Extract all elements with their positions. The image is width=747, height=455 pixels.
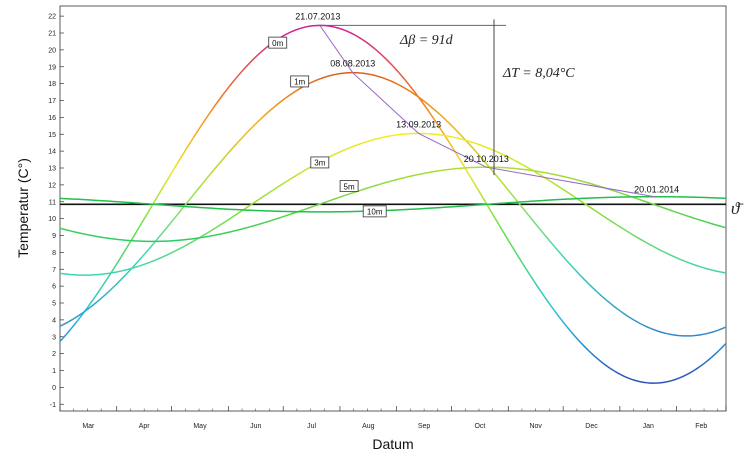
x-tick-label: Nov xyxy=(529,423,542,430)
depth-label-box xyxy=(290,75,310,88)
y-tick-label: 10 xyxy=(48,216,56,223)
peak-date-label: 21.07.2013 xyxy=(295,11,340,21)
delta-beta-label: Δβ = 91d xyxy=(399,33,454,48)
y-tick-label: 13 xyxy=(48,166,56,173)
y-tick-label: 5 xyxy=(52,301,56,308)
y-tick-label: 11 xyxy=(49,199,56,206)
peak-phase-trace xyxy=(319,25,655,198)
depth-label-5m: 5m xyxy=(344,182,355,191)
series-line-10m xyxy=(59,195,727,213)
peak-date-label: 08.08.2013 xyxy=(330,59,375,69)
y-tick-label: 16 xyxy=(48,115,56,122)
series-group xyxy=(59,24,727,384)
y-tick-label: 18 xyxy=(48,81,56,88)
delta-t-label: ΔT = 8,04°C xyxy=(502,66,575,81)
x-tick-label: Jun xyxy=(250,423,261,430)
series-line-5m xyxy=(59,166,727,243)
mean-symbol-label: ϑ̄ xyxy=(731,199,744,218)
depth-label-box xyxy=(362,205,387,218)
y-tick-label: 19 xyxy=(48,64,56,71)
x-tick-label: Jul xyxy=(307,423,316,430)
y-tick-label: 17 xyxy=(48,98,56,105)
x-tick-label: Aug xyxy=(362,423,375,430)
y-tick-label: 7 xyxy=(52,267,56,274)
peak-date-label: 20.01.2014 xyxy=(634,185,679,195)
y-tick-label: 21 xyxy=(48,31,56,38)
y-tick-label: 12 xyxy=(48,182,56,189)
y-tick-label: 1 xyxy=(52,368,56,375)
y-tick-label: -1 xyxy=(50,402,56,409)
peak-date-label: 13.09.2013 xyxy=(396,119,441,129)
y-tick-label: 9 xyxy=(52,233,56,240)
depth-label-box xyxy=(310,156,330,169)
y-tick-label: 8 xyxy=(52,250,56,257)
y-tick-label: 3 xyxy=(52,334,56,341)
y-tick-label: 20 xyxy=(48,47,56,54)
series-line-0m xyxy=(59,24,727,384)
depth-label-box xyxy=(339,180,359,192)
y-tick-label: 22 xyxy=(48,14,56,21)
x-tick-label: Oct xyxy=(474,423,485,430)
x-tick-label: May xyxy=(193,423,207,430)
depth-label-1m: 1m xyxy=(294,78,305,87)
y-tick-label: 6 xyxy=(52,284,56,291)
depth-labels: 0m 1m 3m 5m 10m xyxy=(268,36,387,218)
series-line-1m xyxy=(59,71,727,337)
x-tick-label: Jan xyxy=(643,423,654,430)
depth-label-3m: 3m xyxy=(314,159,325,168)
plot-area xyxy=(59,5,727,412)
y-tick-label: 2 xyxy=(52,351,56,358)
y-tick-label: 0 xyxy=(52,385,56,392)
x-axis-title: Datum xyxy=(372,436,413,452)
x-tick-label: Feb xyxy=(695,423,707,430)
x-tick-label: Mar xyxy=(82,423,95,430)
depth-label-10m: 10m xyxy=(367,208,383,217)
y-tick-label: 14 xyxy=(48,149,56,156)
x-tick-label: Dec xyxy=(585,423,598,430)
peak-date-label: 20.10.2013 xyxy=(464,154,509,164)
y-tick-label: 15 xyxy=(48,132,56,139)
x-tick-label: Sep xyxy=(418,423,431,430)
peak-date-labels: 21.07.2013 08.08.2013 13.09.2013 20.10.2013… xyxy=(295,11,679,194)
y-tick-label: 4 xyxy=(52,317,56,324)
series-line-3m xyxy=(59,132,727,276)
y-axis-title: Temperatur (C°) xyxy=(15,158,31,258)
x-axis-ticks: Mar Apr May Jun Jul Aug Sep Oct Nov Dec Jan Feb xyxy=(59,406,727,430)
depth-label-0m: 0m xyxy=(272,39,283,48)
x-tick-label: Apr xyxy=(139,423,151,430)
depth-label-box xyxy=(268,36,288,49)
